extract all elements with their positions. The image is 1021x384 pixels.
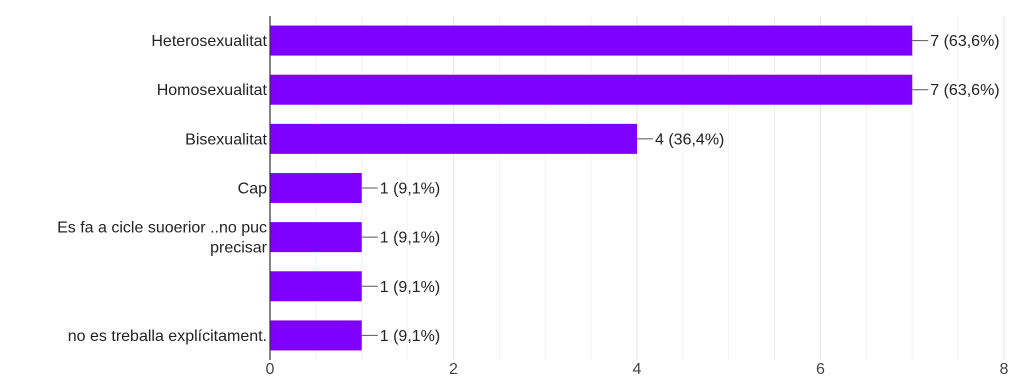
category-label: Heterosexualitat <box>151 33 267 50</box>
data-label: 1 (9,1%) <box>380 279 440 296</box>
x-axis-ticks: 0 2 4 6 8 <box>266 361 1009 378</box>
bar <box>270 173 362 203</box>
category-label: no es treballa explícitament. <box>68 328 267 345</box>
x-tick-label: 6 <box>816 361 825 378</box>
data-label: 7 (63,6%) <box>930 82 999 99</box>
x-tick-label: 2 <box>449 361 458 378</box>
label-connectors <box>361 40 929 336</box>
bars <box>270 25 913 351</box>
grid-lines <box>315 16 1005 360</box>
data-labels: 7 (63,6%) 7 (63,6%) 4 (36,4%) 1 (9,1%) 1 (9,… <box>380 33 1000 345</box>
bar <box>270 271 362 302</box>
bar <box>270 123 637 154</box>
x-tick-label: 8 <box>1000 361 1009 378</box>
category-label: Cap <box>238 181 267 198</box>
category-label: precisar <box>210 240 268 257</box>
category-label: Es fa a cicle suoerior ..no puc <box>57 220 267 237</box>
category-label: Bisexualitat <box>185 131 267 148</box>
bar <box>270 222 362 253</box>
data-label: 1 (9,1%) <box>380 328 440 345</box>
data-label: 1 (9,1%) <box>380 181 440 198</box>
x-tick-label: 0 <box>266 361 275 378</box>
category-labels: Heterosexualitat Homosexualitat Bisexualit… <box>57 33 268 345</box>
data-label: 4 (36,4%) <box>655 131 724 148</box>
category-label: Homosexualitat <box>157 82 268 99</box>
bar <box>270 320 362 351</box>
data-label: 1 (9,1%) <box>380 230 440 247</box>
bar <box>270 25 913 56</box>
x-tick-label: 4 <box>633 361 642 378</box>
bar <box>270 74 913 105</box>
data-label: 7 (63,6%) <box>930 33 999 50</box>
